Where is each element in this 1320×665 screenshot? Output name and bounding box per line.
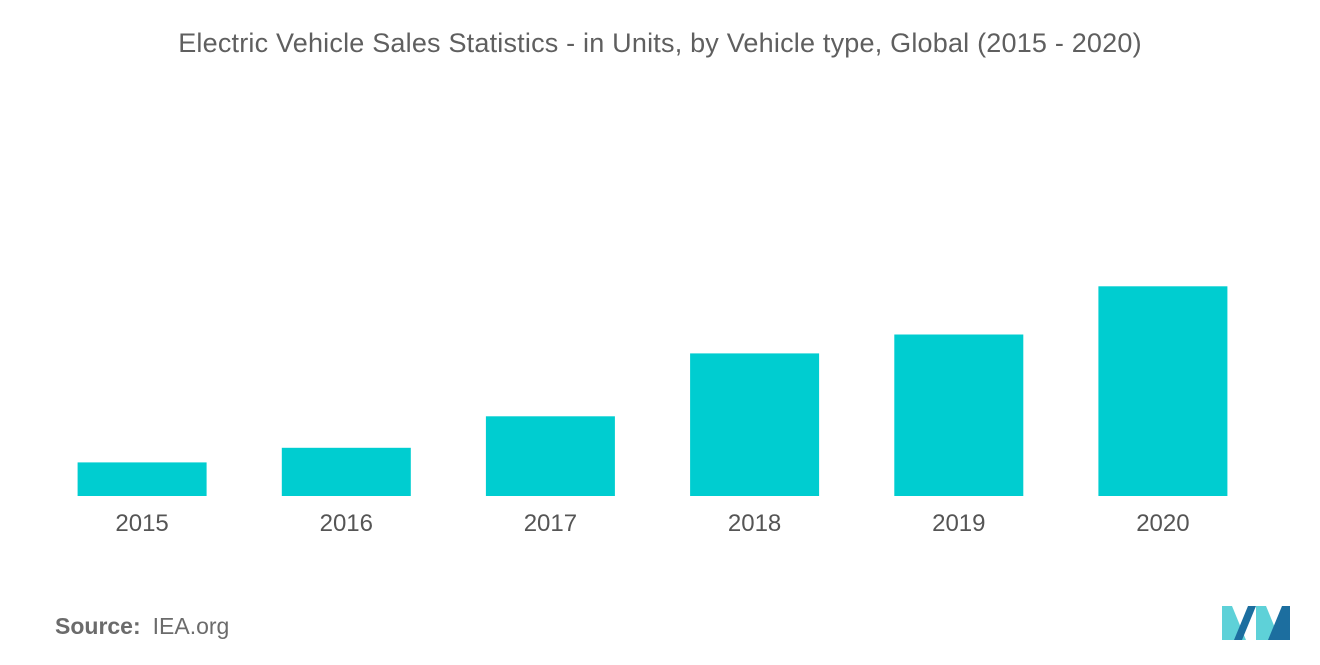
x-tick-label-2018: 2018 (728, 510, 781, 537)
x-tick-label-2015: 2015 (115, 510, 168, 537)
x-tick-label-2020: 2020 (1136, 510, 1189, 537)
bar-chart: 2015 2016 2017 2018 2019 2020 (77, 286, 1228, 537)
x-tick-label-2016: 2016 (320, 510, 373, 537)
x-tick-label-2017: 2017 (524, 510, 577, 537)
source-note: Source: IEA.org (55, 613, 229, 640)
bar-2017 (485, 416, 615, 496)
bar-2020 (1098, 286, 1228, 496)
x-tick-label-2019: 2019 (932, 510, 985, 537)
bar-2015 (77, 462, 207, 496)
bar-2019 (894, 334, 1024, 496)
source-value: IEA.org (152, 613, 230, 639)
brand-logo-icon (1222, 606, 1290, 640)
chart-title: Electric Vehicle Sales Statistics - in U… (178, 28, 1142, 58)
source-label: Source: (55, 613, 141, 639)
bar-2016 (281, 447, 411, 496)
bar-2018 (690, 353, 820, 496)
